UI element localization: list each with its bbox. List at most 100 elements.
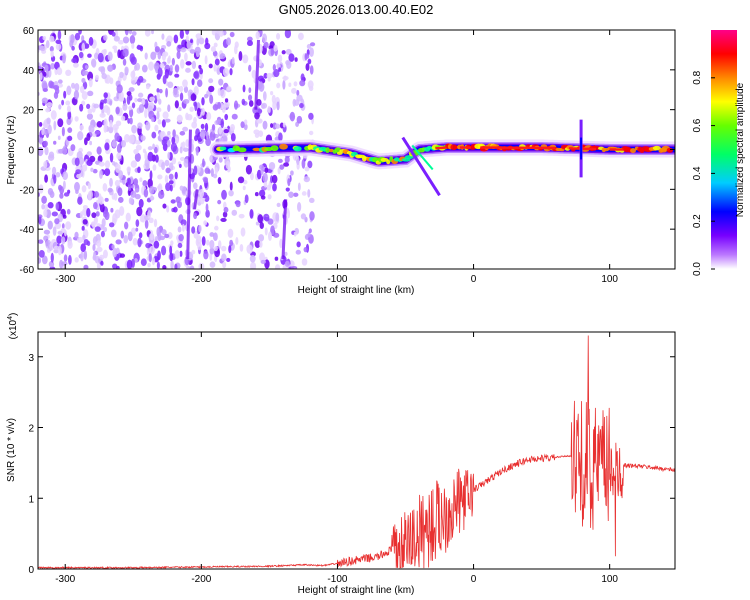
spectrogram-noise-speck — [231, 209, 238, 216]
spectrogram-content — [38, 30, 675, 269]
spectrogram-streak — [186, 129, 192, 260]
spectrogram-noise-speck — [306, 43, 312, 49]
spectrogram-noise-speck — [193, 182, 198, 190]
spectrogram-noise-speck — [79, 211, 84, 219]
spectrogram-noise-speck — [215, 30, 221, 34]
spectrogram-noise-speck — [214, 225, 219, 231]
spectrogram-noise-speck — [103, 98, 108, 104]
spectrogram-noise-speck — [149, 96, 156, 102]
spectrogram-noise-speck — [226, 257, 231, 262]
spectrogram-noise-speck — [284, 30, 292, 39]
spectrogram-noise-speck — [185, 67, 191, 73]
spectrogram-noise-speck — [63, 90, 67, 99]
spectrogram-noise-speck — [135, 227, 139, 232]
spectrogram-noise-speck — [211, 30, 216, 36]
spectrogram-noise-speck — [190, 39, 193, 44]
spectrogram-noise-speck — [82, 218, 88, 225]
spectrogram-noise-speck — [288, 53, 295, 62]
spectrogram-noise-speck — [274, 123, 281, 129]
spectrogram-noise-speck — [169, 252, 174, 262]
spectrogram-noise-speck — [242, 185, 246, 191]
spectrogram-noise-speck — [218, 156, 223, 163]
spectrogram-x-tick-label: -300 — [55, 274, 75, 285]
spectrogram-noise-speck — [272, 183, 277, 192]
spectrogram-noise-speck — [166, 40, 172, 47]
spectrogram-noise-speck — [112, 124, 119, 131]
spectrogram-noise-speck — [262, 91, 267, 101]
spectrogram-noise-speck — [151, 131, 157, 139]
spectrogram-noise-speck — [161, 161, 165, 171]
spectrogram-noise-speck — [285, 187, 290, 192]
spectrogram-noise-speck — [257, 214, 264, 224]
spectrogram-noise-speck — [260, 167, 264, 175]
spectrogram-noise-speck — [54, 87, 60, 95]
spectrogram-noise-speck — [99, 112, 106, 118]
spectrogram-noise-speck — [164, 118, 171, 123]
spectrogram-noise-speck — [90, 167, 94, 172]
spectrogram-noise-speck — [221, 189, 227, 200]
spectrogram-noise-speck — [156, 88, 160, 93]
spectrogram-noise-speck — [185, 139, 190, 148]
spectrogram-noise-speck — [179, 85, 184, 92]
spectrogram-noise-speck — [199, 196, 205, 205]
spectrogram-noise-speck — [173, 34, 179, 44]
spectrogram-noise-speck — [130, 190, 137, 198]
spectrogram-noise-speck — [210, 46, 216, 53]
spectrogram-noise-speck — [185, 265, 189, 269]
spectrogram-noise-speck — [221, 253, 227, 262]
spectrogram-noise-speck — [61, 54, 66, 64]
spectrogram-noise-speck — [49, 35, 55, 43]
spectrogram-noise-speck — [114, 132, 120, 142]
spectrogram-noise-speck — [86, 113, 93, 120]
spectrogram-noise-speck — [218, 78, 224, 86]
spectrogram-y-tick-label: -20 — [20, 185, 35, 196]
spectrogram-noise-speck — [89, 140, 93, 146]
spectrogram-noise-speck — [95, 211, 100, 217]
spectrogram-noise-speck — [222, 261, 227, 269]
spectrogram-noise-speck — [308, 197, 315, 204]
spectrogram-noise-speck — [109, 152, 114, 163]
spectrogram-noise-speck — [200, 123, 205, 129]
spectrogram-noise-speck — [135, 144, 142, 151]
spectrogram-noise-speck — [117, 187, 123, 197]
spectrogram-noise-speck — [103, 92, 108, 99]
spectrogram-noise-speck — [230, 123, 235, 132]
spectrogram-noise-speck — [48, 260, 55, 268]
spectrogram-noise-speck — [134, 258, 138, 263]
spectrogram-noise-speck — [38, 239, 44, 244]
spectrogram-noise-speck — [82, 70, 89, 76]
spectrogram-noise-speck — [292, 98, 297, 107]
spectrogram-noise-speck — [263, 72, 268, 79]
spectrogram-noise-speck — [206, 131, 209, 140]
spectrogram-noise-speck — [58, 184, 63, 191]
spectrogram-noise-speck — [50, 110, 57, 120]
spectrogram-noise-speck — [180, 47, 187, 53]
spectrogram-noise-speck — [108, 222, 115, 228]
spectrogram-noise-speck — [234, 44, 238, 55]
spectrogram-noise-speck — [116, 84, 123, 94]
spectrogram-noise-speck — [309, 211, 315, 221]
spectrogram-noise-speck — [92, 254, 97, 261]
spectrogram-noise-speck — [121, 140, 127, 148]
spectrogram-noise-speck — [191, 121, 198, 129]
spectrogram-noise-speck — [51, 166, 57, 175]
spectrogram-noise-speck — [129, 117, 133, 125]
spectrogram-noise-speck — [199, 188, 205, 198]
spectrogram-band-peak — [293, 146, 302, 152]
spectrogram-noise-speck — [151, 117, 155, 123]
spectrogram-noise-speck — [217, 101, 221, 109]
spectrogram-noise-speck — [38, 65, 42, 72]
spectrogram-noise-speck — [61, 99, 65, 106]
spectrogram-noise-speck — [62, 180, 66, 190]
spectrogram-noise-speck — [38, 249, 45, 258]
spectrogram-noise-speck — [47, 124, 52, 135]
spectrogram-noise-speck — [283, 162, 290, 167]
spectrogram-noise-speck — [240, 121, 245, 129]
spectrogram-noise-speck — [177, 226, 182, 233]
spectrogram-noise-speck — [81, 185, 87, 193]
spectrogram-noise-speck — [69, 39, 74, 48]
spectrogram-noise-speck — [212, 50, 218, 57]
spectrogram-noise-speck — [206, 239, 210, 246]
spectrogram-noise-speck — [43, 161, 48, 169]
